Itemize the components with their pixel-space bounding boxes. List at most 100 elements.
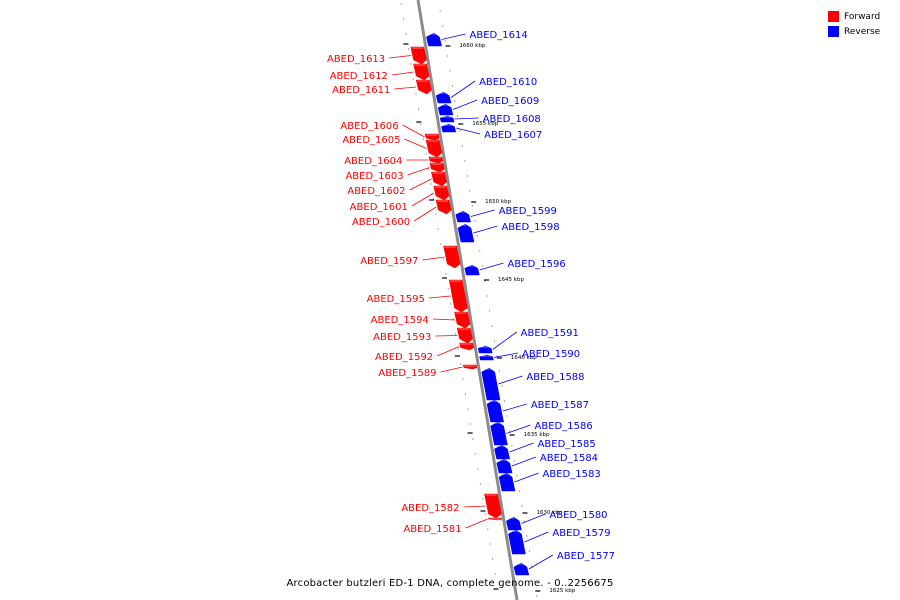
gene-leader-line: [473, 225, 498, 234]
gene-leader-line: [493, 352, 519, 358]
gene-label[interactable]: ABED_1603: [345, 171, 403, 182]
reverse-gene-feature[interactable]: [496, 458, 513, 474]
gene-label[interactable]: ABED_1609: [481, 96, 539, 107]
gene-label[interactable]: ABED_1584: [540, 453, 598, 464]
forward-gene-feature[interactable]: [448, 279, 468, 313]
forward-gene-feature[interactable]: [429, 162, 445, 173]
reverse-gene-feature[interactable]: [457, 223, 475, 243]
gene-label[interactable]: ABED_1594: [371, 315, 429, 326]
gene-leader-line: [479, 262, 504, 271]
reverse-gene-feature[interactable]: [479, 354, 494, 361]
gene-label[interactable]: ABED_1611: [332, 85, 390, 96]
position-label: 1625 kbp: [549, 588, 575, 594]
gene-leader-line: [394, 86, 417, 90]
forward-gene-feature[interactable]: [459, 342, 475, 351]
gene-leader-line: [407, 167, 430, 176]
legend-forward: Forward: [828, 9, 890, 24]
forward-gene-feature[interactable]: [413, 63, 430, 81]
forward-gene-feature[interactable]: [428, 156, 444, 164]
gene-label[interactable]: ABED_1599: [499, 206, 557, 217]
reverse-gene-feature[interactable]: [490, 421, 508, 446]
gene-leader-line: [437, 346, 460, 357]
forward-gene-feature[interactable]: [433, 185, 450, 201]
gene-label[interactable]: ABED_1579: [552, 528, 610, 539]
forward-gene-feature[interactable]: [424, 133, 440, 141]
gene-label[interactable]: ABED_1590: [522, 349, 580, 360]
gene-label[interactable]: ABED_1592: [375, 352, 433, 363]
forward-gene-feature[interactable]: [443, 245, 461, 269]
reverse-gene-feature[interactable]: [494, 444, 511, 460]
gene-leader-line: [450, 80, 476, 98]
gene-leader-line: [435, 335, 458, 337]
reverse-gene-feature[interactable]: [486, 399, 504, 423]
gene-label[interactable]: ABED_1585: [538, 439, 596, 450]
reverse-gene-feature[interactable]: [481, 367, 501, 401]
reverse-gene-feature[interactable]: [508, 529, 526, 555]
forward-gene-feature[interactable]: [435, 199, 452, 215]
gene-label[interactable]: ABED_1612: [330, 71, 388, 82]
gene-label[interactable]: ABED_1587: [531, 400, 589, 411]
gene-leader-line: [463, 505, 486, 508]
forward-gene-feature[interactable]: [415, 79, 432, 95]
gene-label[interactable]: ABED_1604: [344, 156, 402, 167]
gene-leader-line: [452, 99, 478, 110]
reverse-gene-feature[interactable]: [464, 264, 480, 276]
reverse-gene-feature[interactable]: [513, 562, 530, 576]
gene-label[interactable]: ABED_1607: [484, 130, 542, 141]
gene-label[interactable]: ABED_1600: [352, 217, 410, 228]
gene-label[interactable]: ABED_1593: [373, 332, 431, 343]
gene-label[interactable]: ABED_1580: [549, 510, 607, 521]
reverse-gene-feature[interactable]: [437, 103, 454, 116]
gene-label[interactable]: ABED_1595: [367, 294, 425, 305]
gene-label[interactable]: ABED_1613: [327, 54, 385, 65]
gene-label[interactable]: ABED_1596: [508, 259, 566, 270]
reverse-gene-feature[interactable]: [439, 115, 455, 123]
forward-gene-feature[interactable]: [425, 139, 443, 158]
forward-gene-feature[interactable]: [456, 327, 473, 344]
gene-label[interactable]: ABED_1577: [557, 551, 615, 562]
reverse-gene-feature[interactable]: [441, 123, 457, 133]
gene-leader-line: [498, 375, 523, 385]
gene-label[interactable]: ABED_1591: [521, 328, 579, 339]
gene-label[interactable]: ABED_1614: [470, 30, 528, 41]
forward-gene-feature[interactable]: [454, 311, 471, 329]
reverse-gene-feature[interactable]: [435, 91, 452, 104]
reverse-gene-feature[interactable]: [506, 516, 522, 531]
position-label: 1640 kbp: [511, 355, 537, 361]
gene-label[interactable]: ABED_1581: [403, 524, 461, 535]
gene-leader-line: [411, 192, 435, 207]
position-label: 1650 kbp: [485, 199, 511, 205]
reverse-gene-feature[interactable]: [426, 32, 442, 47]
forward-gene-feature[interactable]: [410, 46, 427, 65]
forward-gene-feature[interactable]: [431, 171, 447, 187]
gene-label[interactable]: ABED_1601: [350, 202, 408, 213]
gene-label[interactable]: ABED_1583: [543, 469, 601, 480]
gene-label[interactable]: ABED_1606: [340, 121, 398, 132]
tick-marks: [400, 3, 538, 597]
reverse-gene-feature[interactable]: [455, 210, 471, 223]
gene-label[interactable]: ABED_1597: [360, 256, 418, 267]
reverse-gene-feature[interactable]: [498, 472, 516, 492]
strand-legend: Forward Reverse: [828, 9, 890, 39]
forward-gene-feature[interactable]: [488, 517, 503, 521]
gene-label[interactable]: ABED_1602: [347, 186, 405, 197]
reverse-gene-feature[interactable]: [477, 345, 493, 354]
gene-label[interactable]: ABED_1605: [342, 135, 400, 146]
gene-label[interactable]: ABED_1608: [483, 114, 541, 125]
gene-leader-line: [409, 178, 432, 191]
gene-label[interactable]: ABED_1582: [401, 503, 459, 514]
gene-label[interactable]: ABED_1588: [526, 372, 584, 383]
gene-label[interactable]: ABED_1598: [501, 222, 559, 233]
position-label: 1630 kbp: [536, 510, 562, 516]
forward-swatch: [828, 11, 839, 22]
gene-label[interactable]: ABED_1610: [479, 77, 537, 88]
forward-gene-feature[interactable]: [462, 364, 478, 370]
forward-gene-feature[interactable]: [484, 493, 502, 519]
gene-leader-line: [389, 55, 412, 59]
gene-label[interactable]: ABED_1589: [378, 368, 436, 379]
gene-leader-line: [441, 33, 466, 40]
gene-label[interactable]: ABED_1586: [535, 421, 593, 432]
gene-leader-line: [440, 366, 463, 373]
leader-lines: [389, 33, 554, 570]
